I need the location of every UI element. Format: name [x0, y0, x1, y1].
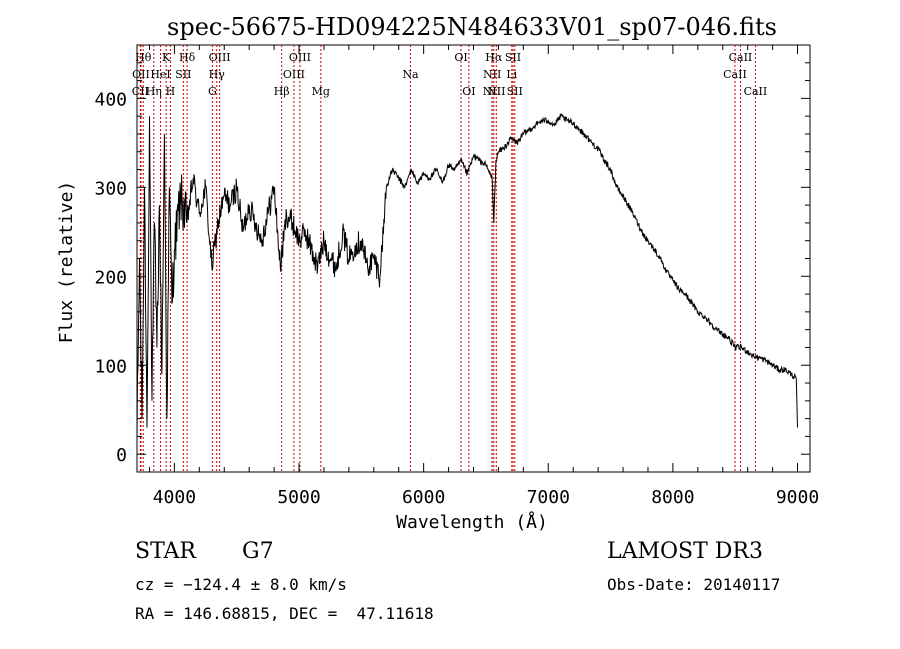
spectral-line-label: SII: [505, 51, 521, 64]
tick-labels: 4000 5000 6000 7000 8000 9000 0 100 200 300 400: [94, 89, 819, 508]
spectral-line-label: OI: [462, 85, 475, 98]
spectral-line-label: Hα: [485, 51, 503, 64]
y-tick-label: 0: [116, 445, 127, 466]
spectral-line-label: SII: [175, 68, 191, 81]
object-class: STAR: [135, 539, 197, 564]
x-axis-label: Wavelength (Å): [396, 511, 548, 533]
spectral-line-label: OII: [132, 68, 150, 81]
y-tick-label: 100: [94, 356, 127, 377]
y-tick-label: 200: [94, 267, 127, 288]
spectral-line-label: G: [208, 85, 217, 98]
spectral-line-label: NII: [483, 68, 501, 81]
spectral-line-label: CaII: [744, 85, 768, 98]
plot-frame: [136, 44, 811, 473]
x-tick-label: 7000: [527, 487, 570, 508]
object-subclass: G7: [242, 539, 274, 564]
spectral-line-label: HeI: [150, 68, 170, 81]
chart-title: spec-56675-HD094225N484633V01_sp07-046.f…: [167, 13, 777, 41]
x-tick-label: 5000: [277, 487, 320, 508]
spectral-line-label: CII: [132, 85, 149, 98]
spectral-line-label: NII: [483, 85, 501, 98]
observation-date: Obs-Date: 20140117: [607, 575, 780, 594]
spectral-line-label: NII: [487, 85, 505, 98]
spectral-line-label: K: [162, 51, 171, 64]
spectral-line-label: Na: [402, 68, 419, 81]
spectral-line-label: Mg: [312, 85, 330, 98]
spectral-line-labels: CII OII Hθ Hη HeI K H SII Hδ G Hγ OIII Hβ OIII OIII Mg N…: [132, 51, 767, 98]
coordinates-readout: RA = 146.68815, DEC = 47.11618: [135, 604, 434, 623]
x-tick-label: 9000: [776, 487, 819, 508]
x-tick-label: 6000: [402, 487, 445, 508]
y-axis-label: Flux (relative): [56, 181, 77, 344]
x-tick-label: 8000: [651, 487, 694, 508]
spectral-line-label: Hη: [146, 85, 162, 98]
flux-series-line: [136, 113, 798, 437]
spectral-line-label: Hθ: [135, 51, 152, 64]
spectral-line-label: CaII: [729, 51, 753, 64]
spectral-line-label: OIII: [209, 51, 231, 64]
axis-ticks: [137, 45, 810, 472]
spectral-line-label: Hγ: [209, 68, 226, 81]
spectral-line-label: OI: [454, 51, 467, 64]
x-tick-label: 4000: [153, 487, 196, 508]
spectral-line-markers: [139, 45, 756, 472]
y-tick-label: 400: [94, 89, 127, 110]
spectral-line-label: H: [166, 85, 176, 98]
survey-name: LAMOST DR3: [607, 539, 763, 564]
spectral-line-label: Hβ: [274, 85, 290, 98]
spectral-line-label: CaII: [723, 68, 747, 81]
spectral-line-label: Li: [506, 68, 517, 81]
spectral-line-label: Hδ: [179, 51, 196, 64]
redshift-readout: cz = −124.4 ± 8.0 km/s: [135, 575, 347, 594]
y-tick-label: 300: [94, 178, 127, 199]
spectral-line-label: OIII: [283, 68, 305, 81]
spectral-line-label: OIII: [289, 51, 311, 64]
spectral-line-label: SII: [507, 85, 523, 98]
